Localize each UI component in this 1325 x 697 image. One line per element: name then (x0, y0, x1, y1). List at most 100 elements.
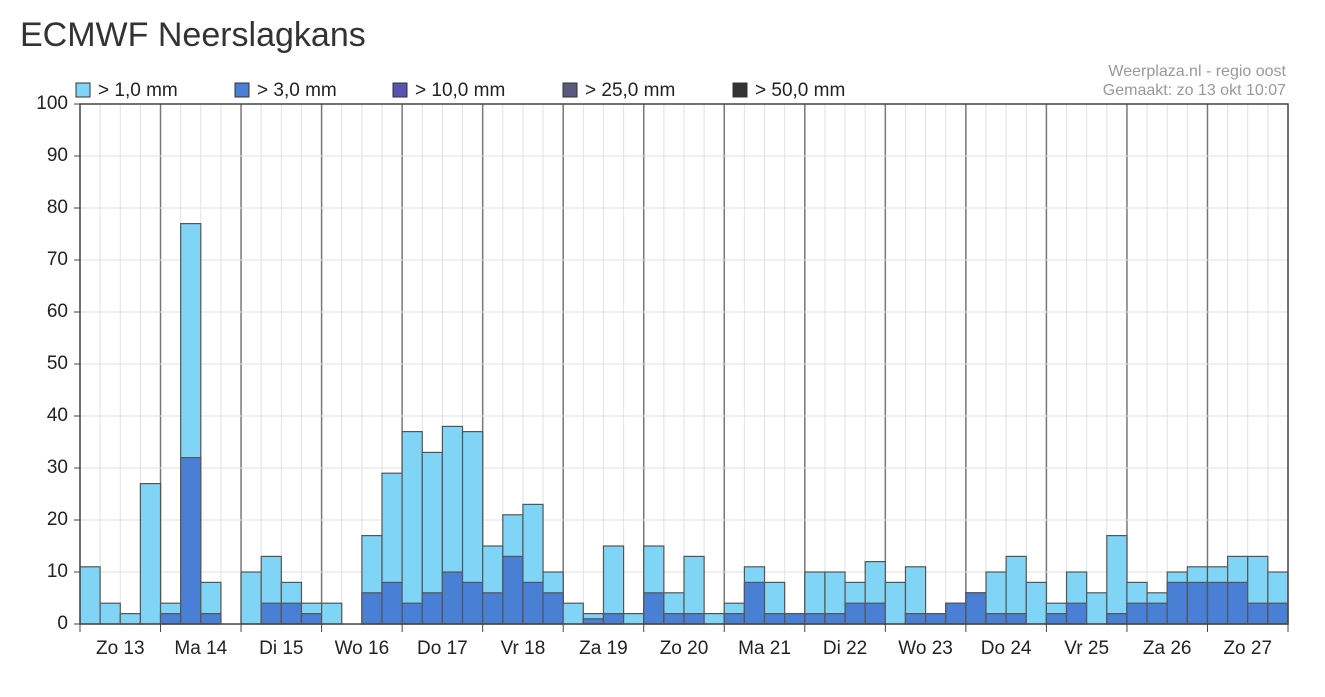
bar (884, 581, 907, 625)
bar (784, 612, 806, 625)
legend-swatch (392, 82, 408, 98)
bar (582, 618, 605, 625)
bar (1005, 612, 1027, 625)
bar (441, 571, 464, 625)
bar (502, 555, 524, 625)
bar (260, 602, 282, 625)
bar (401, 602, 423, 625)
bar (683, 612, 705, 625)
y-tick-label: 40 (47, 405, 68, 426)
y-tick-label: 10 (47, 561, 68, 582)
bar (602, 545, 625, 625)
bar (763, 612, 786, 625)
bar (723, 612, 745, 625)
bar (965, 592, 987, 625)
y-tick-label: 0 (57, 613, 68, 634)
bar (1186, 581, 1209, 625)
bar (200, 612, 222, 625)
y-tick-label: 60 (47, 301, 68, 322)
bar (1146, 602, 1168, 625)
bar (180, 457, 202, 625)
bar (421, 592, 443, 625)
x-tick-label: Vr 25 (1064, 638, 1109, 659)
bar (743, 581, 766, 625)
bar (703, 612, 725, 625)
bar (985, 612, 1007, 625)
x-tick-label: Wo 16 (335, 638, 390, 659)
plot-frame (79, 103, 1289, 625)
x-tick-label: Di 15 (259, 638, 303, 659)
made-note: Gemaakt: zo 13 okt 10:07 (1103, 82, 1286, 99)
x-tick-label: Zo 20 (660, 638, 709, 659)
bar (381, 581, 403, 625)
bar (119, 612, 142, 625)
bar (240, 571, 262, 625)
chart-title: ECMWF Neerslagkans (20, 16, 366, 54)
bar (361, 592, 383, 625)
bar (1126, 602, 1148, 625)
bar (1226, 581, 1249, 625)
bar (622, 612, 645, 625)
legend-label: > 3,0 mm (257, 80, 337, 101)
x-tick-label: Do 17 (417, 638, 468, 659)
bar (1045, 612, 1068, 625)
legend-label: > 50,0 mm (755, 80, 845, 101)
x-tick-label: Za 26 (1143, 638, 1192, 659)
bar (482, 592, 504, 625)
bar (1166, 581, 1188, 625)
bar (562, 602, 584, 625)
bar (864, 602, 886, 625)
bar (1025, 581, 1048, 625)
bar (99, 602, 121, 625)
legend-swatch (732, 82, 748, 98)
bar (1247, 602, 1269, 625)
bar (1206, 581, 1229, 625)
bar (401, 431, 423, 625)
bar (139, 483, 162, 625)
legend-label: > 25,0 mm (585, 80, 675, 101)
bar (280, 602, 303, 625)
legend-swatch (75, 82, 91, 98)
y-tick-label: 20 (47, 509, 68, 530)
y-tick-label: 50 (47, 353, 68, 374)
y-tick-label: 70 (47, 249, 68, 270)
x-tick-label: Ma 21 (738, 638, 791, 659)
y-tick-label: 100 (36, 93, 68, 114)
bar (844, 602, 866, 625)
legend-label: > 10,0 mm (415, 80, 505, 101)
x-tick-label: Do 24 (981, 638, 1032, 659)
bar (522, 581, 544, 625)
bar (824, 612, 846, 625)
bar (1065, 602, 1088, 625)
y-tick-label: 30 (47, 457, 68, 478)
x-tick-label: Vr 18 (501, 638, 546, 659)
x-tick-label: Za 19 (579, 638, 628, 659)
bar (542, 592, 564, 625)
bar (1106, 534, 1128, 625)
bar (663, 612, 685, 625)
y-tick-label: 90 (47, 145, 68, 166)
bar (159, 612, 182, 625)
source-note: Weerplaza.nl - regio oost (1108, 63, 1286, 80)
bar (1086, 592, 1108, 625)
bar (79, 566, 101, 625)
bar (924, 612, 947, 625)
x-tick-label: Ma 14 (174, 638, 227, 659)
bar (945, 602, 967, 625)
bar (904, 612, 927, 625)
bar (1267, 602, 1289, 625)
x-tick-label: Zo 27 (1223, 638, 1272, 659)
x-tick-label: Di 22 (823, 638, 867, 659)
bar (643, 592, 665, 625)
bar (461, 581, 484, 625)
bar (300, 612, 323, 625)
legend-label: > 1,0 mm (98, 80, 178, 101)
legend-swatch (234, 82, 250, 98)
bar (804, 612, 826, 625)
legend-swatch (562, 82, 578, 98)
bar (1106, 612, 1128, 625)
bar (602, 612, 625, 625)
x-tick-label: Wo 23 (898, 638, 953, 659)
y-tick-label: 80 (47, 197, 68, 218)
